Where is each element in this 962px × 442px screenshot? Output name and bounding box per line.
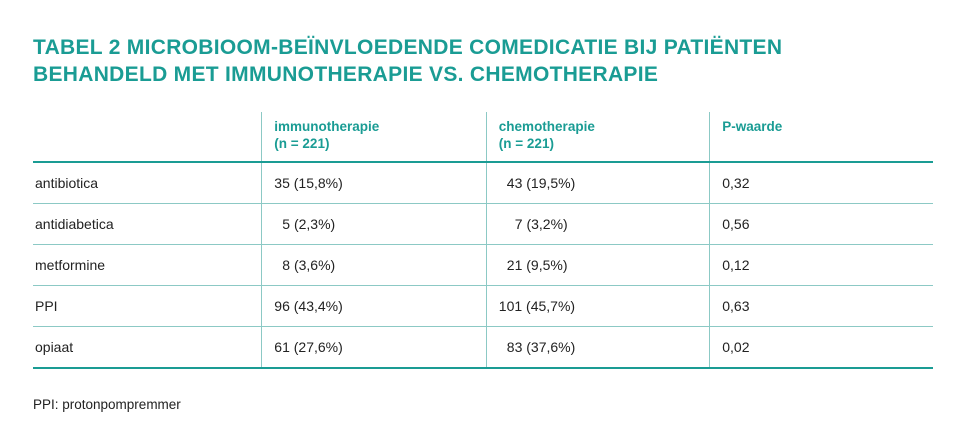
cell-chemotherapy-value: 83 (37,6%) bbox=[506, 339, 576, 355]
cell-chemotherapy-value: 21 (9,5%) bbox=[506, 257, 568, 273]
cell-chemotherapy-value: 43 (19,5%) bbox=[506, 175, 576, 191]
comedication-table: immunotherapie (n = 221) chemotherapie (… bbox=[33, 112, 933, 369]
cell-chemotherapy: 83 (37,6%) bbox=[485, 326, 710, 369]
cell-immunotherapy: 35 (15,8%) bbox=[261, 162, 487, 204]
footnote: PPI: protonpompremmer bbox=[33, 397, 181, 412]
cell-immunotherapy: 61 (27,6%) bbox=[261, 326, 487, 369]
table-row: antibiotica 35 (15,8%) 43 (19,5%) 0,32 bbox=[33, 162, 933, 204]
table-title: TABEL 2 MICROBIOOM-BEÏNVLOEDENDE COMEDIC… bbox=[33, 34, 933, 88]
cell-chemotherapy: 7 (3,2%) bbox=[485, 203, 710, 245]
cell-immunotherapy-value: 5 (2,3%) bbox=[282, 216, 336, 232]
cell-drug: antidiabetica bbox=[33, 203, 262, 245]
header-immunotherapy-n: (n = 221) bbox=[274, 136, 330, 151]
title-line-1: TABEL 2 MICROBIOOM-BEÏNVLOEDENDE COMEDIC… bbox=[33, 36, 783, 59]
header-drug bbox=[33, 112, 262, 163]
table-row: opiaat 61 (27,6%) 83 (37,6%) 0,02 bbox=[33, 326, 933, 369]
table-row: metformine 8 (3,6%) 21 (9,5%) 0,12 bbox=[33, 244, 933, 286]
header-immunotherapy-label: immunotherapie bbox=[274, 119, 380, 134]
cell-p-value: 0,56 bbox=[709, 203, 933, 245]
table-row: antidiabetica 5 (2,3%) 7 (3,2%) 0,56 bbox=[33, 203, 933, 245]
cell-immunotherapy: 8 (3,6%) bbox=[261, 244, 487, 286]
cell-p-value: 0,02 bbox=[709, 326, 933, 369]
cell-drug: PPI bbox=[33, 285, 262, 327]
cell-drug: metformine bbox=[33, 244, 262, 286]
cell-chemotherapy-value: 7 (3,2%) bbox=[514, 216, 568, 232]
header-chemotherapy-label: chemotherapie bbox=[498, 119, 595, 134]
cell-chemotherapy: 43 (19,5%) bbox=[485, 162, 710, 204]
cell-immunotherapy: 5 (2,3%) bbox=[261, 203, 487, 245]
cell-immunotherapy-value: 8 (3,6%) bbox=[282, 257, 336, 273]
header-row: immunotherapie (n = 221) chemotherapie (… bbox=[33, 112, 933, 163]
cell-p-value: 0,32 bbox=[709, 162, 933, 204]
cell-drug: opiaat bbox=[33, 326, 262, 369]
cell-immunotherapy: 96 (43,4%) bbox=[261, 285, 487, 327]
title-line-2: BEHANDELD MET IMMUNOTHERAPIE VS. CHEMOTH… bbox=[33, 63, 659, 86]
cell-p-value: 0,63 bbox=[709, 285, 933, 327]
header-p-value: P-waarde bbox=[709, 112, 933, 163]
cell-p-value: 0,12 bbox=[709, 244, 933, 286]
cell-chemotherapy: 101 (45,7%) bbox=[485, 285, 710, 327]
table-row: PPI 96 (43,4%) 101 (45,7%) 0,63 bbox=[33, 285, 933, 327]
header-chemotherapy-n: (n = 221) bbox=[498, 136, 554, 151]
cell-drug: antibiotica bbox=[33, 162, 262, 204]
header-chemotherapy: chemotherapie (n = 221) bbox=[485, 112, 710, 163]
cell-chemotherapy: 21 (9,5%) bbox=[485, 244, 710, 286]
header-p-value-label: P-waarde bbox=[722, 119, 783, 134]
header-immunotherapy: immunotherapie (n = 221) bbox=[261, 112, 487, 163]
